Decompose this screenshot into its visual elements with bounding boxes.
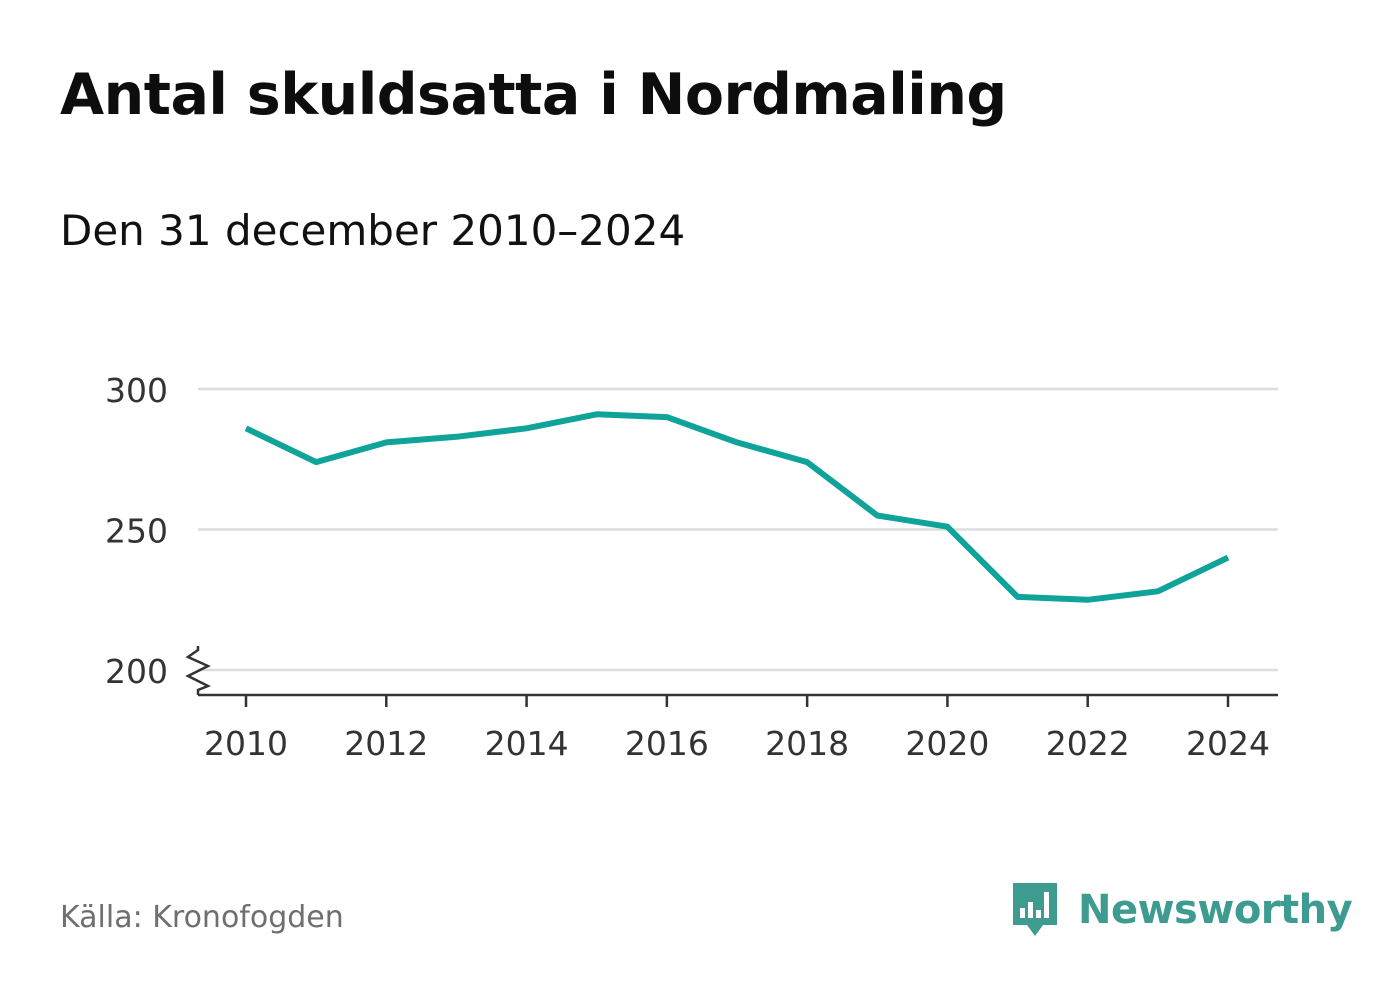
x-tick-label: 2010 [204, 724, 288, 763]
x-tick-label: 2016 [625, 724, 709, 763]
chart-speech-bubble-icon [1013, 883, 1057, 936]
chart-subtitle: Den 31 december 2010–2024 [60, 206, 686, 255]
brand-logo: Newsworthy [1010, 880, 1353, 940]
data-point-2010 [243, 425, 249, 431]
data-point-2013 [453, 434, 459, 440]
y-tick-label: 300 [105, 371, 168, 410]
line-chart: 200 250 300 2010 2012 2014 2016 2018 2020 2022 202… [105, 371, 1278, 763]
x-tick-label: 2022 [1046, 724, 1130, 763]
data-point-2014 [524, 425, 530, 431]
data-point-2016 [664, 414, 670, 420]
data-point-2021 [1015, 594, 1021, 600]
chart-title: Antal skuldsatta i Nordmaling [60, 62, 1007, 128]
data-point-2015 [594, 411, 600, 417]
axis-break-marker [185, 646, 212, 695]
source-note: Källa: Kronofogden [60, 900, 344, 935]
brand-name: Newsworthy [1078, 887, 1353, 933]
y-tick-label: 200 [105, 652, 168, 691]
data-point-2011 [313, 459, 319, 465]
x-tick-label: 2024 [1186, 724, 1270, 763]
data-point-2020 [944, 524, 950, 530]
x-tick-label: 2012 [344, 724, 428, 763]
series-line [244, 411, 1230, 603]
x-tick-label: 2020 [905, 724, 989, 763]
data-point-2017 [734, 439, 740, 445]
data-point-2024 [1225, 555, 1231, 561]
data-point-2023 [1155, 588, 1161, 594]
x-tick-label: 2014 [485, 724, 569, 763]
x-tick-label: 2018 [765, 724, 849, 763]
data-point-2018 [804, 459, 810, 465]
y-tick-label: 250 [105, 512, 168, 551]
data-point-2019 [874, 512, 880, 518]
data-point-2012 [383, 439, 389, 445]
data-point-2022 [1085, 597, 1091, 603]
